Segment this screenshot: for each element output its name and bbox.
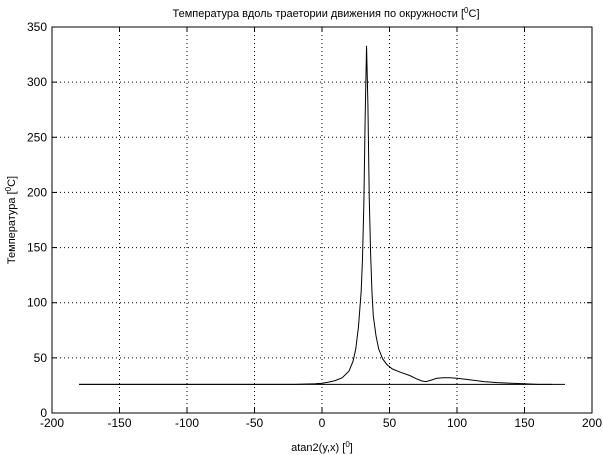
series-layer bbox=[79, 45, 565, 385]
x-tick-label: -200 bbox=[40, 416, 64, 430]
x-tick-label: 50 bbox=[383, 416, 397, 430]
y-tick-label: 150 bbox=[27, 241, 47, 255]
y-tick-label: 350 bbox=[27, 20, 47, 34]
x-tick-label: -50 bbox=[246, 416, 264, 430]
series-line-1 bbox=[79, 45, 552, 385]
grid-lines bbox=[52, 27, 592, 413]
chart-title: Температура вдоль траетории движения по … bbox=[172, 6, 479, 20]
y-tick-label: 250 bbox=[27, 130, 47, 144]
y-tick-label: 300 bbox=[27, 75, 47, 89]
y-tick-label: 50 bbox=[34, 351, 48, 365]
x-tick-label: 100 bbox=[447, 416, 467, 430]
x-axis-label: atan2(y,x) [0] bbox=[291, 440, 353, 454]
y-tick-label: 100 bbox=[27, 296, 47, 310]
x-tick-label: 0 bbox=[319, 416, 326, 430]
axis-ticks: -200 -150 -100 -50 0 50 100 150 200 0 50 100 150 200 2… bbox=[27, 20, 602, 430]
x-tick-label: 200 bbox=[582, 416, 602, 430]
x-tick-label: -150 bbox=[107, 416, 131, 430]
y-axis-label: Температура [0C] bbox=[4, 176, 18, 264]
x-tick-label: 150 bbox=[514, 416, 534, 430]
y-tick-label: 0 bbox=[40, 406, 47, 420]
x-tick-label: -100 bbox=[175, 416, 199, 430]
y-tick-label: 200 bbox=[27, 185, 47, 199]
